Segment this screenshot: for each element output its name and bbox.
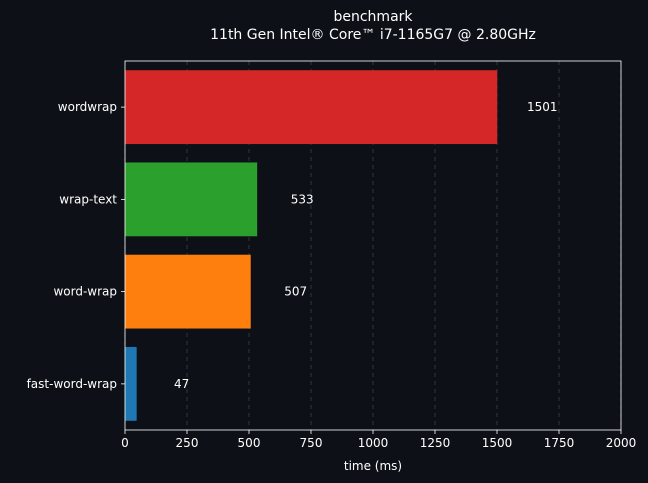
x-tick-label: 2000 xyxy=(606,436,637,450)
bar xyxy=(125,254,251,329)
x-axis-ticks: 0 250 500 750 1000 1250 1500 1750 2000 xyxy=(121,430,636,450)
bars xyxy=(125,70,498,421)
bar xyxy=(125,70,498,145)
y-tick-label: wrap-text xyxy=(59,192,117,206)
value-label: 1501 xyxy=(527,100,558,114)
bar xyxy=(125,162,258,237)
x-tick-label: 1750 xyxy=(544,436,575,450)
x-tick-label: 1500 xyxy=(482,436,513,450)
value-label: 47 xyxy=(174,377,189,391)
value-label: 533 xyxy=(291,192,314,206)
chart-title: benchmark xyxy=(333,9,413,25)
x-axis-label: time (ms) xyxy=(344,459,402,473)
chart-subtitle: 11th Gen Intel® Core™ i7-1165G7 @ 2.80GH… xyxy=(210,27,536,43)
x-tick-label: 750 xyxy=(300,436,323,450)
x-tick-label: 1000 xyxy=(358,436,389,450)
value-label: 507 xyxy=(284,285,307,299)
y-tick-label: word-wrap xyxy=(53,285,117,299)
plot-frame xyxy=(124,60,622,431)
x-tick-label: 1250 xyxy=(420,436,451,450)
x-tick-label: 0 xyxy=(121,436,129,450)
bar xyxy=(125,346,137,421)
x-tick-label: 500 xyxy=(238,436,261,450)
y-axis-ticks: wordwrap wrap-text word-wrap fast-word-wrap xyxy=(27,100,125,391)
value-labels: 1501 533 507 47 xyxy=(174,100,558,391)
x-tick-label: 250 xyxy=(176,436,199,450)
y-tick-label: wordwrap xyxy=(58,100,117,114)
y-tick-label: fast-word-wrap xyxy=(27,377,117,391)
